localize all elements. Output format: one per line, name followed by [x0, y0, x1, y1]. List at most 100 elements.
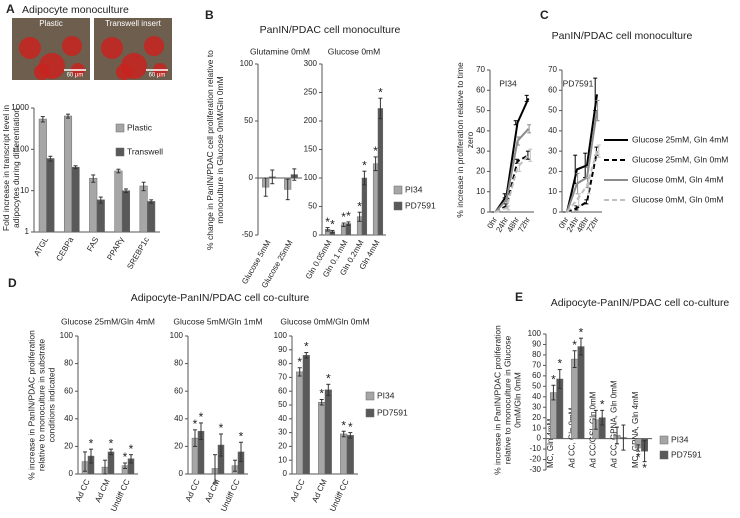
legend-swatch — [659, 450, 669, 460]
x-tick-label: 72hr — [585, 215, 601, 234]
y-tick-label: 60 — [278, 386, 287, 395]
significance-mark: * — [362, 158, 367, 172]
y-tick-label: 40 — [64, 414, 73, 423]
series-line — [566, 94, 598, 213]
legend-label: Glucose 25mM, Gln 0mM — [632, 154, 728, 164]
panel-letter: A — [6, 2, 15, 16]
y-tick-label: 10 — [476, 187, 485, 196]
x-tick-label: ATGL — [32, 235, 50, 258]
x-tick-label: Undiff CC — [328, 478, 351, 513]
y-tick-label: 80 — [532, 350, 541, 359]
significance-mark: * — [551, 372, 556, 386]
y-tick-label: 100 — [304, 173, 318, 182]
x-tick-label: SREBP1c — [125, 236, 151, 271]
legend-label: Glucose 0mM, Gln 4mM — [632, 174, 724, 184]
series-line — [494, 97, 530, 213]
significance-mark: * — [348, 420, 353, 434]
y-tick-label: 20 — [278, 442, 287, 451]
significance-mark: * — [373, 144, 378, 158]
y-tick-label: 70 — [476, 65, 485, 74]
bar — [139, 185, 148, 233]
significance-mark: * — [341, 210, 346, 224]
lipid-droplet — [144, 36, 164, 56]
bar — [63, 115, 73, 233]
series-line — [494, 128, 530, 213]
lipid-droplet — [101, 37, 123, 59]
significance-mark: * — [341, 418, 346, 432]
series-line — [566, 150, 598, 213]
legend-swatch — [659, 435, 669, 445]
bar — [71, 166, 80, 233]
bar — [571, 358, 579, 439]
y-axis-label: % increase in proliferation relative to … — [455, 62, 475, 218]
x-tick-label: Ad CC — [289, 478, 307, 503]
scale-label: 60 µm — [67, 73, 84, 79]
y-tick-label: -10 — [529, 444, 541, 453]
y-tick-label: 60 — [64, 386, 73, 395]
y-tick-label: 60 — [532, 371, 541, 380]
y-tick-label: 10 — [548, 187, 557, 196]
y-tick-label: 150 — [304, 145, 318, 154]
image-label: Transwell insert — [105, 19, 161, 28]
bar — [324, 389, 332, 475]
y-tick-label: 300 — [304, 59, 318, 68]
legend-label: PI34 — [377, 390, 395, 400]
panel-letter: E — [515, 290, 523, 304]
panel-title: Adipocyte-PanIN/PDAC cell co-culture — [551, 297, 730, 309]
subplot-title: Glucose 5mM/Gln 1mM — [173, 316, 262, 326]
y-tick-label: 0 — [313, 230, 318, 239]
bar — [361, 177, 368, 236]
y-tick-label: 1 — [25, 227, 30, 236]
y-tick-label: 10 — [278, 455, 287, 464]
y-tick-label: 50 — [548, 106, 557, 115]
significance-mark: * — [129, 442, 134, 456]
significance-mark: * — [123, 450, 128, 464]
panel-title: PanIN/PDAC cell monoculture — [552, 30, 693, 42]
lipid-droplet — [34, 64, 50, 80]
x-tick-label: Undiff CC — [219, 478, 242, 513]
legend-label: Glucose 0mM, Gln 0mM — [632, 194, 724, 204]
y-tick-label: 0 — [553, 207, 558, 216]
legend-label: PI34 — [671, 434, 689, 444]
significance-mark: * — [326, 371, 331, 385]
panel-title: Adipocyte-PanIN/PDAC cell co-culture — [131, 292, 310, 304]
y-tick-label: 10 — [532, 423, 541, 432]
y-tick-label: 90 — [278, 345, 287, 354]
y-tick-label: 60 — [174, 386, 183, 395]
lipid-droplet — [19, 37, 41, 59]
y-tick-label: 100 — [60, 331, 74, 340]
panel-title: PanIN/PDAC cell monoculture — [260, 24, 401, 36]
y-tick-label: 0 — [537, 434, 542, 443]
x-tick-label: Undiff CC — [109, 478, 132, 513]
y-tick-label: 50 — [532, 381, 541, 390]
lipid-droplet — [116, 64, 132, 80]
series-line — [495, 154, 529, 213]
y-tick-label: 40 — [532, 392, 541, 401]
scale-label: 60 µm — [149, 73, 166, 79]
bar — [377, 108, 384, 236]
legend-label: Glucose 25mM, Gln 4mM — [632, 134, 728, 144]
y-tick-label: 50 — [244, 116, 253, 125]
bar — [318, 401, 326, 475]
panel-letter: B — [205, 8, 214, 22]
x-tick-label: Ad CM — [203, 478, 222, 504]
significance-mark: * — [572, 338, 577, 352]
subplot-title: PD7591 — [563, 78, 594, 88]
bar — [346, 435, 354, 475]
x-tick-label: CEBPa — [54, 235, 75, 263]
bar — [577, 346, 585, 439]
series-line — [566, 110, 598, 213]
y-tick-label: 250 — [304, 88, 318, 97]
significance-mark: * — [357, 199, 362, 213]
y-tick-label: 100 — [240, 59, 254, 68]
y-tick-label: 30 — [476, 146, 485, 155]
bar — [372, 163, 379, 236]
y-tick-label: 0 — [179, 469, 184, 478]
y-tick-label: 80 — [64, 359, 73, 368]
y-tick-label: -50 — [241, 230, 253, 239]
y-tick-label: 20 — [64, 442, 73, 451]
y-tick-label: -30 — [529, 465, 541, 474]
legend-swatch — [393, 185, 403, 195]
significance-mark: * — [109, 436, 114, 450]
y-axis-label: % increase in PanIN/PDAC proliferation r… — [492, 325, 522, 475]
